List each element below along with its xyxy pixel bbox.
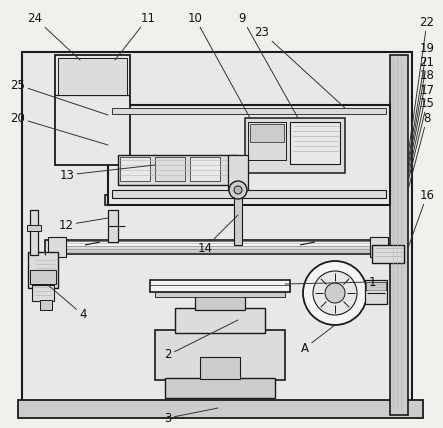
Circle shape xyxy=(325,283,345,303)
Bar xyxy=(118,155,238,185)
Bar xyxy=(195,294,245,310)
Bar xyxy=(108,195,390,200)
Text: 23: 23 xyxy=(255,26,345,108)
Text: 8: 8 xyxy=(408,112,431,190)
Bar xyxy=(48,249,382,253)
Bar xyxy=(155,292,285,297)
Text: 16: 16 xyxy=(408,188,435,248)
Bar xyxy=(155,330,285,380)
Bar xyxy=(250,124,284,142)
Bar xyxy=(112,190,386,198)
Text: 19: 19 xyxy=(408,42,435,162)
Circle shape xyxy=(313,271,357,315)
Bar xyxy=(234,195,242,245)
Bar xyxy=(175,308,265,333)
Bar xyxy=(45,240,385,254)
Circle shape xyxy=(229,181,247,199)
Bar xyxy=(120,157,150,181)
Text: 18: 18 xyxy=(408,68,435,172)
Bar xyxy=(108,165,390,170)
Bar xyxy=(48,237,66,257)
Bar xyxy=(18,400,423,418)
Text: 11: 11 xyxy=(115,12,155,60)
Text: 14: 14 xyxy=(198,215,238,255)
Bar xyxy=(28,252,58,288)
Bar xyxy=(290,122,340,164)
Bar xyxy=(27,225,41,231)
Bar xyxy=(245,118,345,173)
Bar xyxy=(58,58,127,95)
Bar xyxy=(55,55,130,165)
Bar xyxy=(112,108,386,114)
Bar xyxy=(108,175,390,180)
Bar xyxy=(108,180,390,185)
Bar xyxy=(48,241,382,246)
Text: 20: 20 xyxy=(11,112,108,145)
Bar xyxy=(248,122,286,160)
Bar xyxy=(40,300,52,310)
Bar xyxy=(30,210,38,255)
Text: 13: 13 xyxy=(59,165,155,181)
Text: 15: 15 xyxy=(408,96,435,182)
Bar xyxy=(200,357,240,379)
Bar xyxy=(108,155,390,160)
Text: 24: 24 xyxy=(27,12,80,60)
Text: 12: 12 xyxy=(58,218,108,232)
Bar xyxy=(108,185,390,190)
Text: 4: 4 xyxy=(48,285,87,321)
Text: 25: 25 xyxy=(11,78,108,115)
Text: 21: 21 xyxy=(408,56,435,167)
Bar xyxy=(108,105,390,205)
Circle shape xyxy=(234,186,242,194)
Text: 10: 10 xyxy=(187,12,250,118)
Text: 1: 1 xyxy=(285,276,376,288)
Text: 17: 17 xyxy=(408,83,435,177)
Bar xyxy=(370,237,388,257)
Bar xyxy=(108,190,390,195)
Bar xyxy=(22,52,412,412)
Circle shape xyxy=(303,261,367,325)
Bar xyxy=(365,280,387,304)
Bar xyxy=(228,155,248,190)
Text: A: A xyxy=(301,325,335,354)
Bar xyxy=(190,157,220,181)
Bar xyxy=(32,285,54,301)
Text: 2: 2 xyxy=(164,320,238,362)
Bar xyxy=(390,55,408,415)
Bar xyxy=(165,378,275,398)
Bar xyxy=(105,195,390,205)
Bar xyxy=(108,210,118,242)
Text: 22: 22 xyxy=(408,15,435,155)
Bar xyxy=(30,270,56,284)
Text: 9: 9 xyxy=(238,12,298,118)
Bar xyxy=(108,170,390,175)
Text: 3: 3 xyxy=(164,408,218,425)
Bar xyxy=(108,160,390,165)
Bar xyxy=(150,280,290,292)
Bar xyxy=(372,245,404,263)
Bar xyxy=(366,282,386,290)
Bar xyxy=(155,157,185,181)
